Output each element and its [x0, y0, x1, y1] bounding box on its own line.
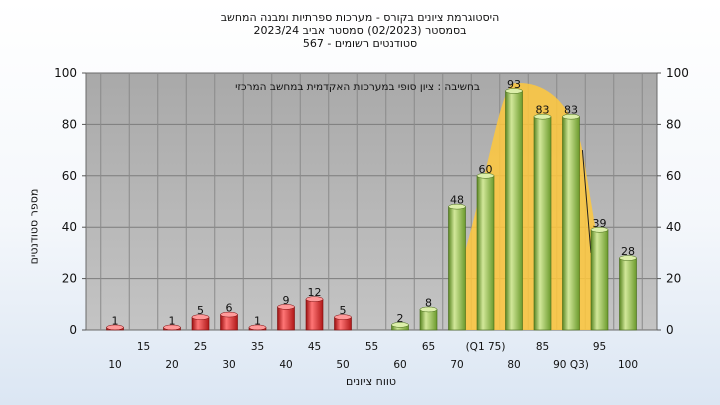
bar-value-label: 48 — [450, 194, 464, 207]
chart-title-line-2: בסמסטר (02/2023) סמסטר אביב 2023/24 — [253, 24, 467, 37]
bar — [277, 306, 295, 331]
y-tick-label-left: 0 — [69, 323, 77, 337]
chart-title-line-1: היסטוגרמת ציונים בקורס - מערכות ספרתיות … — [220, 11, 500, 24]
x-tick-label: 85 — [536, 341, 549, 353]
x-tick-label: 30 — [222, 359, 235, 371]
y-tick-labels: 0 0 20 20 40 40 60 60 80 80 100 100 — [54, 66, 689, 337]
x-tick-label: 100 — [618, 359, 638, 371]
bar-cap — [163, 324, 181, 331]
y-tick-label-right: 20 — [666, 272, 681, 286]
bar — [505, 90, 523, 331]
y-tick-label-left: 20 — [62, 272, 77, 286]
bar-value-label: 1 — [254, 314, 261, 327]
x-tick-label: 95 — [593, 341, 606, 353]
chart-annotation: בחשיבה : ציון סופי במערכות האקדמית במחשב… — [235, 81, 480, 93]
bar-cap — [505, 88, 523, 94]
x-tick-label: 70 — [450, 359, 463, 371]
y-tick-label-right: 60 — [666, 169, 681, 183]
bar-value-label: 83 — [564, 104, 578, 117]
bar-cap — [562, 113, 580, 120]
x-tick-label: 60 — [393, 359, 406, 371]
y-tick-label-left: 80 — [62, 117, 77, 131]
bar-cap — [391, 322, 409, 328]
bar — [419, 309, 438, 331]
x-tick-label: 20 — [165, 359, 178, 371]
bar-cap — [476, 173, 495, 179]
bar-cap — [191, 314, 210, 320]
y-tick-label-left: 60 — [62, 169, 77, 183]
bar-value-label: 12 — [308, 286, 322, 299]
y-tick-label-right: 40 — [666, 220, 681, 234]
x-axis-label: טווח ציונים — [346, 375, 396, 388]
bar-value-label: 60 — [479, 163, 493, 176]
bar-value-label: 5 — [197, 304, 204, 317]
x-tick-label: 50 — [336, 359, 349, 371]
x-tick-label: 25 — [194, 341, 207, 353]
bar — [448, 206, 466, 331]
bar-value-label: 8 — [425, 296, 432, 309]
bar-value-label: 5 — [340, 304, 347, 317]
chart-title-line-3: סטודנטים רשומים - 567 — [302, 37, 418, 50]
x-tick-label: (Q1 75) — [466, 341, 506, 353]
bar-cap — [448, 203, 466, 210]
bar-cap — [248, 324, 267, 331]
bar — [590, 229, 609, 331]
bar-value-label: 93 — [507, 78, 521, 91]
bar-value-label: 6 — [226, 302, 233, 315]
x-tick-label: 90 Q3) — [553, 359, 589, 371]
bar-value-label: 83 — [536, 104, 550, 117]
bar-value-label: 2 — [397, 312, 404, 325]
bar-cap — [334, 314, 352, 320]
bar-cap — [277, 304, 295, 310]
bar-value-label: 1 — [112, 314, 119, 327]
x-tick-label: 45 — [308, 341, 321, 353]
bar-value-label: 28 — [621, 245, 635, 258]
bars — [106, 88, 637, 331]
y-tick-label-right: 0 — [666, 323, 674, 337]
y-tick-label-left: 40 — [62, 220, 77, 234]
bar-cap — [590, 227, 609, 233]
bar-cap — [305, 296, 324, 302]
bar-cap — [619, 255, 637, 261]
y-tick-label-right: 100 — [666, 66, 689, 80]
x-tick-label: 55 — [365, 341, 378, 353]
bar — [476, 175, 495, 331]
bar-value-label: 9 — [283, 294, 290, 307]
bar — [619, 257, 637, 331]
bar — [562, 116, 580, 331]
x-tick-label: 40 — [279, 359, 292, 371]
y-tick-label-right: 80 — [666, 117, 681, 131]
bar-cap — [419, 306, 438, 313]
x-tick-label: 10 — [108, 359, 121, 371]
bar — [305, 298, 324, 331]
bar-value-label: 39 — [593, 217, 607, 230]
x-tick-label: 35 — [251, 341, 264, 353]
bar-cap — [533, 113, 552, 120]
x-tick-labels: 10 15 20 25 30 35 40 45 50 55 60 65 70(Q1 75)80 85 90 … — [108, 341, 638, 371]
x-tick-label: 15 — [137, 341, 150, 353]
bar-cap — [106, 324, 124, 331]
y-tick-label-left: 100 — [54, 66, 77, 80]
x-tick-label: 65 — [422, 341, 435, 353]
bar-value-label: 1 — [169, 314, 176, 327]
curve-edge — [581, 150, 592, 253]
x-tick-label: 80 — [507, 359, 520, 371]
bar-cap — [220, 311, 238, 318]
bar — [533, 116, 552, 331]
